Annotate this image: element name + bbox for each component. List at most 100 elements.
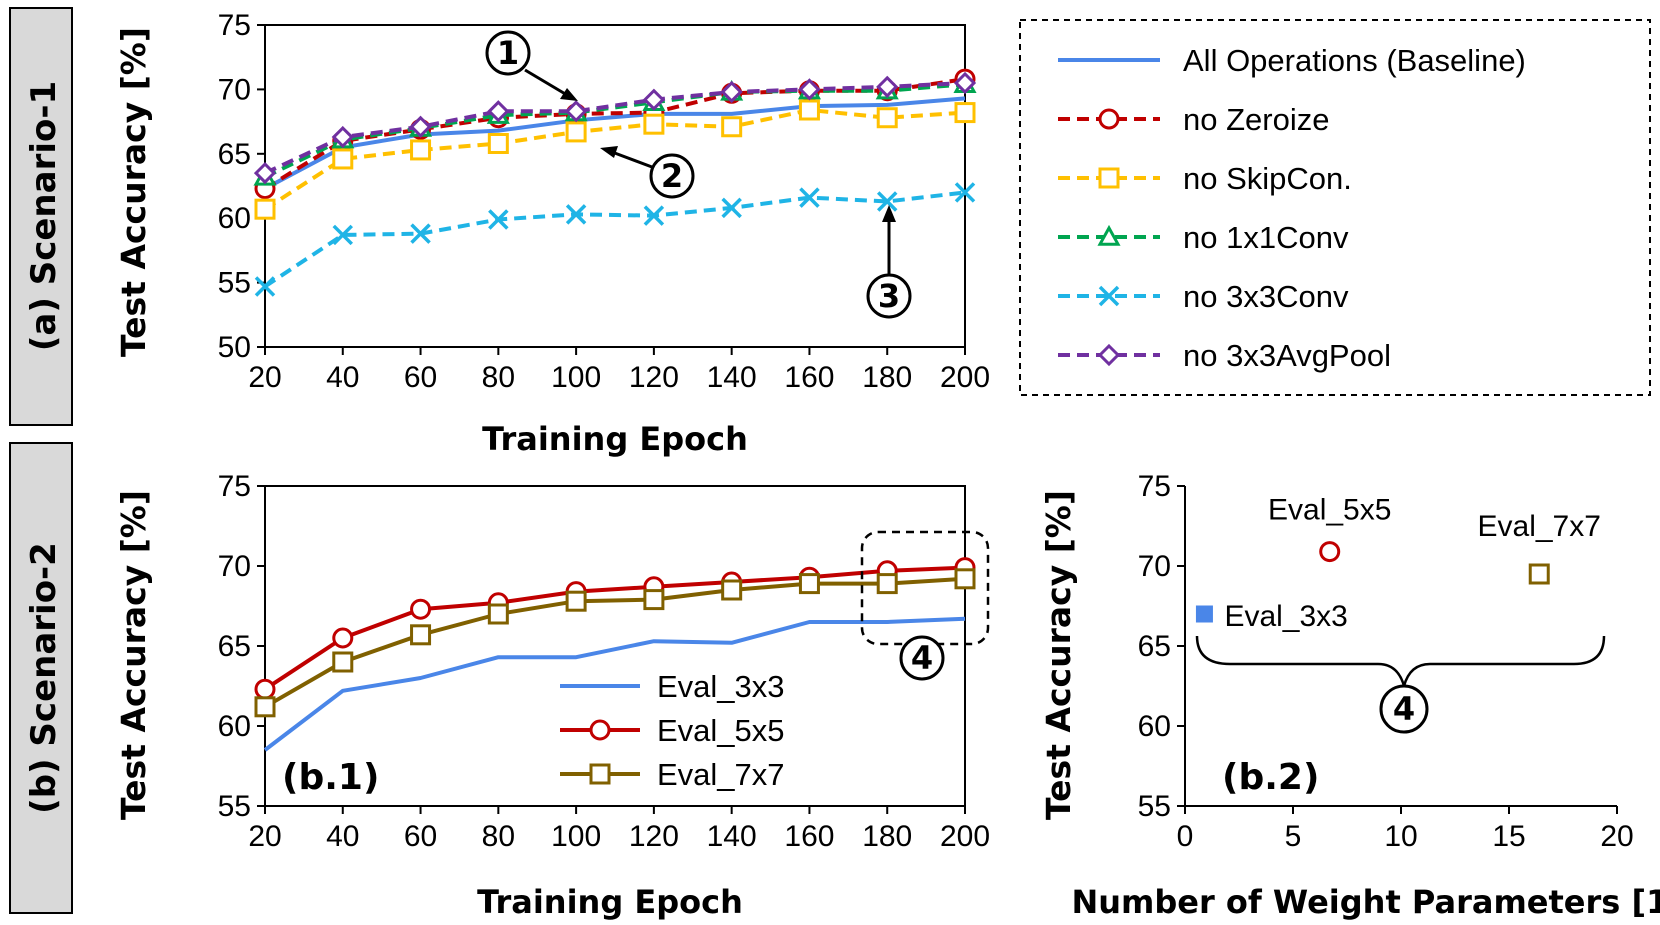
scatter-point bbox=[1528, 563, 1550, 585]
data-point bbox=[253, 161, 277, 185]
legend-swatch-marker bbox=[1098, 167, 1120, 189]
data-point bbox=[565, 590, 587, 612]
point-label: Eval_3x3 bbox=[1224, 600, 1347, 633]
legend-swatch-marker bbox=[1098, 285, 1120, 307]
callout-1-number: 1 bbox=[497, 34, 519, 72]
scenario-a-box: (a) Scenario-1 bbox=[9, 7, 73, 426]
x-tick-label: 0 bbox=[1177, 820, 1194, 853]
x-tick-label: 60 bbox=[404, 361, 437, 394]
chart-b1: 20 40 60 80 100 120 140 160 180 200 55 60 65 70 75 4 (… bbox=[114, 470, 990, 921]
scenario-b-box: (b) Scenario-2 bbox=[9, 442, 73, 914]
y-tick-label: 70 bbox=[1138, 550, 1171, 583]
data-point bbox=[331, 125, 354, 149]
x-tick-label: 40 bbox=[326, 820, 359, 853]
data-point bbox=[953, 71, 977, 95]
data-point bbox=[643, 113, 665, 135]
callout-4-b1: 4 bbox=[899, 635, 945, 681]
data-point bbox=[876, 107, 898, 129]
data-point bbox=[643, 589, 665, 611]
y-axis-label-b1: Test Accuracy [%] bbox=[114, 490, 153, 820]
data-point bbox=[721, 116, 743, 138]
point-label: Eval_5x5 bbox=[1268, 494, 1391, 527]
data-point bbox=[254, 276, 276, 297]
data-point bbox=[254, 198, 276, 220]
data-point bbox=[487, 100, 510, 123]
data-point bbox=[410, 139, 432, 161]
legend-label: no 3x3AvgPool bbox=[1183, 338, 1391, 373]
point-label: Eval_7x7 bbox=[1478, 510, 1601, 543]
x-tick-label: 15 bbox=[1492, 820, 1525, 853]
brace-4 bbox=[1195, 635, 1606, 691]
legend-label: no 1x1Conv bbox=[1183, 220, 1349, 255]
data-point bbox=[876, 75, 899, 98]
data-point bbox=[564, 100, 588, 123]
legend-label: no Zeroize bbox=[1183, 102, 1329, 137]
callout-1: 1 bbox=[485, 30, 578, 101]
data-point bbox=[798, 78, 821, 101]
scenario-a-label: (a) Scenario-1 bbox=[24, 81, 64, 351]
callout-4-b2-number: 4 bbox=[1393, 690, 1415, 728]
y-tick-label: 75 bbox=[218, 470, 251, 503]
legend-swatch-marker bbox=[1097, 224, 1121, 246]
data-point bbox=[876, 191, 898, 212]
data-point bbox=[643, 205, 665, 226]
legend-label: Eval_5x5 bbox=[657, 713, 785, 748]
y-tick-label: 55 bbox=[218, 267, 251, 300]
legend-a-frame bbox=[1019, 19, 1651, 396]
callout-2-arrow bbox=[611, 150, 653, 169]
data-point bbox=[565, 121, 587, 143]
data-point bbox=[332, 627, 354, 649]
x-tick-label: 80 bbox=[482, 820, 515, 853]
data-point bbox=[798, 573, 820, 595]
y-tick-label: 55 bbox=[1138, 790, 1171, 823]
y-tick-label: 70 bbox=[218, 73, 251, 106]
y-tick-label: 50 bbox=[218, 331, 251, 364]
scatter-point bbox=[1195, 605, 1213, 623]
callout-3: 3 bbox=[866, 205, 912, 319]
data-point bbox=[487, 603, 509, 625]
data-point bbox=[565, 204, 587, 225]
data-point bbox=[721, 579, 743, 601]
x-tick-label: 160 bbox=[784, 820, 834, 853]
legend-swatch-marker bbox=[589, 719, 611, 741]
series-line bbox=[263, 616, 966, 752]
legend-label: no 3x3Conv bbox=[1183, 279, 1349, 314]
x-tick-label: 100 bbox=[551, 361, 601, 394]
data-point bbox=[410, 223, 431, 244]
legend-label: Eval_3x3 bbox=[657, 669, 785, 704]
y-tick-label: 55 bbox=[218, 790, 251, 823]
x-axis-label-b2: Number of Weight Parameters [106] bbox=[1071, 882, 1660, 921]
x-tick-label: 5 bbox=[1285, 820, 1302, 853]
data-point bbox=[332, 651, 354, 673]
panel-label-b2: (b.2) bbox=[1222, 757, 1319, 798]
data-point bbox=[488, 209, 509, 230]
x-tick-label: 80 bbox=[482, 361, 515, 394]
x-tick-label: 140 bbox=[707, 820, 757, 853]
callout-2: 2 bbox=[600, 146, 695, 199]
y-tick-label: 65 bbox=[1138, 630, 1171, 663]
y-tick-label: 60 bbox=[1138, 710, 1171, 743]
series-line bbox=[263, 77, 966, 191]
x-tick-label: 180 bbox=[862, 361, 912, 394]
x-tick-label: 200 bbox=[940, 820, 990, 853]
y-tick-label: 60 bbox=[218, 710, 251, 743]
x-tick-label: 180 bbox=[862, 820, 912, 853]
callout-4-b2-circle bbox=[1379, 684, 1429, 734]
y-tick-label: 75 bbox=[1138, 470, 1171, 503]
panel-label-b1: (b.1) bbox=[282, 757, 379, 798]
callout-3-number: 3 bbox=[878, 277, 900, 315]
legend-label: All Operations (Baseline) bbox=[1183, 43, 1526, 78]
y-axis-label-b2: Test Accuracy [%] bbox=[1039, 490, 1078, 820]
x-tick-label: 40 bbox=[326, 361, 359, 394]
series-line bbox=[263, 190, 966, 289]
scenario-b-label: (b) Scenario-2 bbox=[24, 542, 64, 814]
y-tick-label: 70 bbox=[218, 550, 251, 583]
legend-label: no SkipCon. bbox=[1183, 161, 1352, 196]
legend-swatch-marker bbox=[1098, 108, 1120, 130]
series-line bbox=[264, 96, 966, 191]
series-line bbox=[264, 82, 966, 179]
data-point bbox=[332, 224, 354, 246]
chart-a: 20 40 60 80 100 120 140 160 180 200 50 55 60 65 70 75 T… bbox=[114, 9, 990, 458]
data-point bbox=[720, 80, 743, 104]
